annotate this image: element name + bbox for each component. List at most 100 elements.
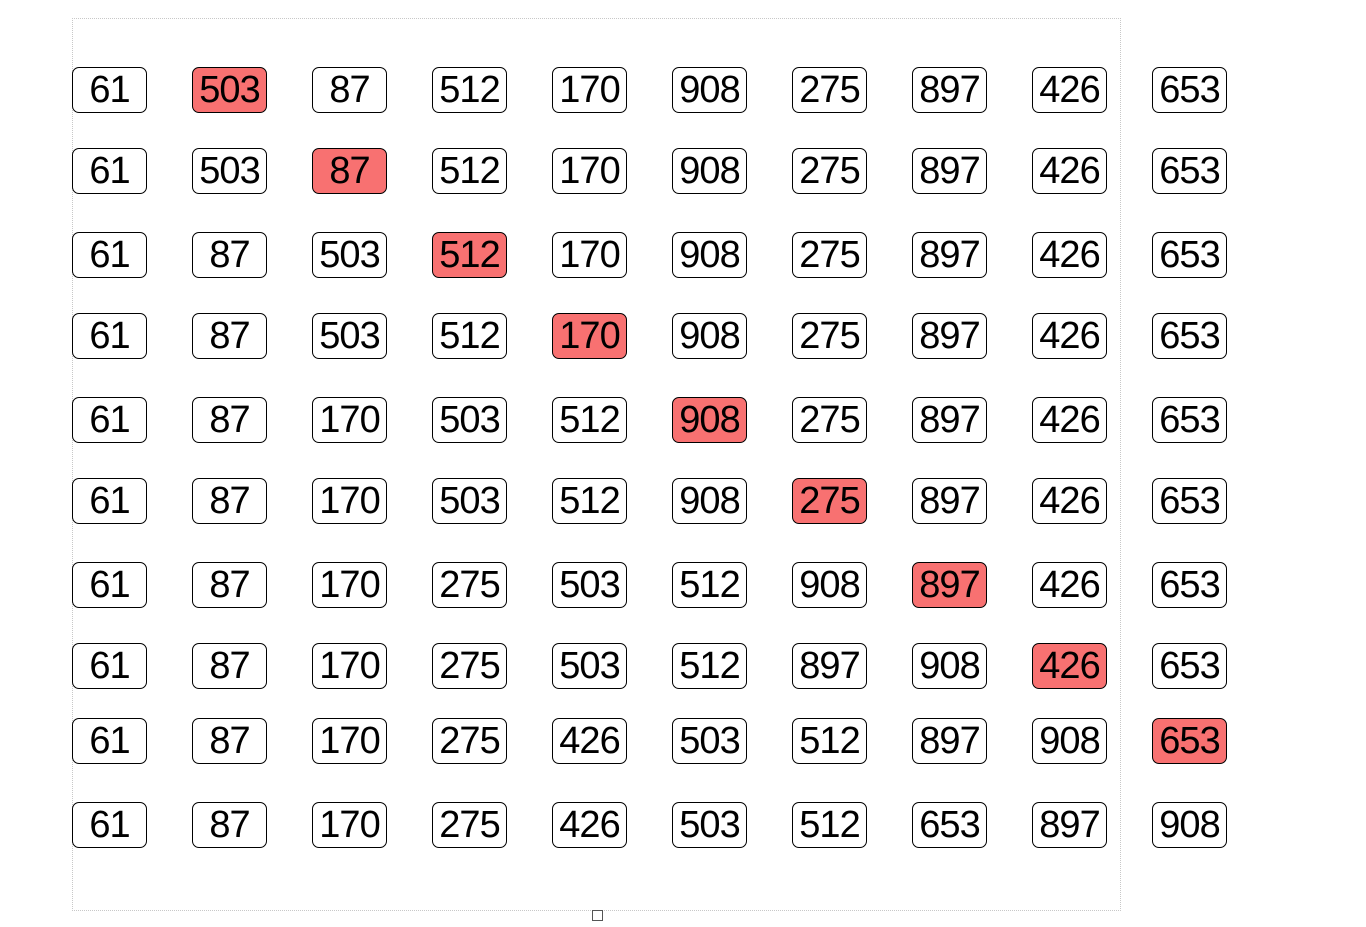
value-cell: 426 — [1032, 148, 1107, 194]
value-cell: 897 — [792, 643, 867, 689]
value-cell: 897 — [912, 232, 987, 278]
value-cell: 87 — [192, 232, 267, 278]
highlighted-value-cell: 653 — [1152, 718, 1227, 764]
value-cell: 503 — [552, 643, 627, 689]
value-cell: 512 — [792, 718, 867, 764]
highlighted-value-cell: 512 — [432, 232, 507, 278]
value-cell: 426 — [1032, 313, 1107, 359]
value-cell: 897 — [912, 478, 987, 524]
value-cell: 275 — [792, 397, 867, 443]
value-cell: 653 — [1152, 232, 1227, 278]
value-cell: 503 — [312, 232, 387, 278]
value-cell: 275 — [792, 232, 867, 278]
value-cell: 426 — [1032, 562, 1107, 608]
value-cell: 503 — [432, 397, 507, 443]
value-cell: 908 — [672, 313, 747, 359]
value-cell: 503 — [552, 562, 627, 608]
value-cell: 503 — [312, 313, 387, 359]
value-cell: 61 — [72, 718, 147, 764]
value-cell: 908 — [672, 148, 747, 194]
value-cell: 897 — [912, 67, 987, 113]
value-cell: 275 — [432, 718, 507, 764]
value-cell: 275 — [432, 802, 507, 848]
value-cell: 512 — [552, 478, 627, 524]
value-cell: 512 — [432, 313, 507, 359]
value-cell: 512 — [672, 562, 747, 608]
value-cell: 87 — [192, 718, 267, 764]
value-cell: 275 — [432, 562, 507, 608]
value-cell: 426 — [1032, 67, 1107, 113]
value-cell: 61 — [72, 397, 147, 443]
value-cell: 61 — [72, 562, 147, 608]
value-cell: 908 — [672, 232, 747, 278]
value-cell: 170 — [552, 232, 627, 278]
value-cell: 61 — [72, 313, 147, 359]
value-cell: 61 — [72, 643, 147, 689]
value-cell: 512 — [552, 397, 627, 443]
value-cell: 908 — [672, 67, 747, 113]
value-cell: 87 — [192, 802, 267, 848]
value-cell: 653 — [1152, 478, 1227, 524]
highlighted-value-cell: 503 — [192, 67, 267, 113]
value-cell: 653 — [1152, 313, 1227, 359]
value-cell: 503 — [672, 718, 747, 764]
value-cell: 512 — [792, 802, 867, 848]
value-cell: 87 — [192, 313, 267, 359]
value-cell: 61 — [72, 802, 147, 848]
value-cell: 908 — [792, 562, 867, 608]
value-cell: 426 — [552, 718, 627, 764]
highlighted-value-cell: 87 — [312, 148, 387, 194]
value-cell: 426 — [552, 802, 627, 848]
highlighted-value-cell: 275 — [792, 478, 867, 524]
value-cell: 503 — [192, 148, 267, 194]
value-cell: 426 — [1032, 232, 1107, 278]
value-cell: 897 — [912, 718, 987, 764]
value-cell: 275 — [792, 67, 867, 113]
value-cell: 897 — [912, 397, 987, 443]
value-cell: 87 — [312, 67, 387, 113]
value-cell: 61 — [72, 478, 147, 524]
value-cell: 426 — [1032, 478, 1107, 524]
value-cell: 908 — [912, 643, 987, 689]
value-cell: 512 — [672, 643, 747, 689]
value-cell: 87 — [192, 478, 267, 524]
highlighted-value-cell: 426 — [1032, 643, 1107, 689]
value-cell: 87 — [192, 643, 267, 689]
value-cell: 170 — [312, 802, 387, 848]
value-cell: 897 — [912, 313, 987, 359]
value-cell: 170 — [312, 643, 387, 689]
value-cell: 275 — [792, 148, 867, 194]
highlighted-value-cell: 908 — [672, 397, 747, 443]
value-cell: 512 — [432, 67, 507, 113]
value-cell: 653 — [1152, 562, 1227, 608]
value-cell: 87 — [192, 397, 267, 443]
value-cell: 512 — [432, 148, 507, 194]
value-cell: 61 — [72, 232, 147, 278]
value-cell: 908 — [1032, 718, 1107, 764]
value-cell: 426 — [1032, 397, 1107, 443]
value-cell: 87 — [192, 562, 267, 608]
value-cell: 653 — [1152, 67, 1227, 113]
value-cell: 275 — [432, 643, 507, 689]
resize-handle[interactable] — [592, 910, 603, 921]
value-cell: 170 — [552, 148, 627, 194]
value-cell: 61 — [72, 148, 147, 194]
value-cell: 653 — [1152, 397, 1227, 443]
value-cell: 653 — [1152, 148, 1227, 194]
value-cell: 653 — [912, 802, 987, 848]
value-cell: 897 — [1032, 802, 1107, 848]
value-cell: 275 — [792, 313, 867, 359]
value-cell: 170 — [312, 562, 387, 608]
value-cell: 653 — [1152, 643, 1227, 689]
value-cell: 170 — [312, 718, 387, 764]
value-cell: 170 — [312, 478, 387, 524]
value-cell: 503 — [672, 802, 747, 848]
value-cell: 61 — [72, 67, 147, 113]
value-cell: 897 — [912, 148, 987, 194]
value-cell: 170 — [312, 397, 387, 443]
value-cell: 908 — [672, 478, 747, 524]
value-cell: 908 — [1152, 802, 1227, 848]
highlighted-value-cell: 897 — [912, 562, 987, 608]
highlighted-value-cell: 170 — [552, 313, 627, 359]
